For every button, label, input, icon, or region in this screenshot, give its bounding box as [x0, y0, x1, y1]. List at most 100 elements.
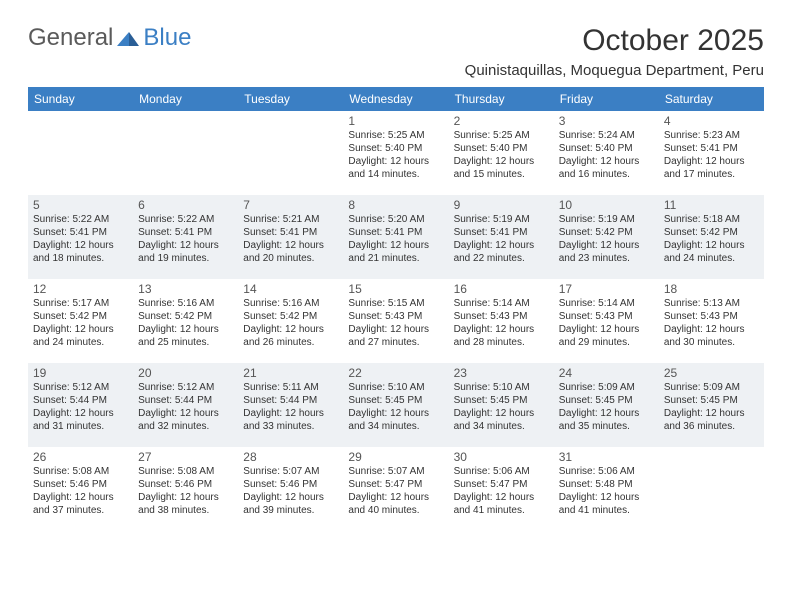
- calendar-week-row: 5Sunrise: 5:22 AMSunset: 5:41 PMDaylight…: [28, 195, 764, 279]
- calendar-day-cell: 9Sunrise: 5:19 AMSunset: 5:41 PMDaylight…: [449, 195, 554, 279]
- logo-triangle-icon: [115, 28, 141, 48]
- day-info: Sunrise: 5:21 AMSunset: 5:41 PMDaylight:…: [243, 213, 338, 265]
- day-number: 13: [138, 282, 233, 296]
- day-number: 29: [348, 450, 443, 464]
- day-info: Sunrise: 5:08 AMSunset: 5:46 PMDaylight:…: [33, 465, 128, 517]
- day-number: 12: [33, 282, 128, 296]
- calendar-day-cell: 30Sunrise: 5:06 AMSunset: 5:47 PMDayligh…: [449, 447, 554, 531]
- day-info: Sunrise: 5:17 AMSunset: 5:42 PMDaylight:…: [33, 297, 128, 349]
- calendar-table: Sunday Monday Tuesday Wednesday Thursday…: [28, 87, 764, 531]
- calendar-day-cell: 5Sunrise: 5:22 AMSunset: 5:41 PMDaylight…: [28, 195, 133, 279]
- calendar-day-cell: 27Sunrise: 5:08 AMSunset: 5:46 PMDayligh…: [133, 447, 238, 531]
- day-info: Sunrise: 5:22 AMSunset: 5:41 PMDaylight:…: [138, 213, 233, 265]
- logo-text-blue: Blue: [143, 24, 191, 52]
- calendar-day-cell: 4Sunrise: 5:23 AMSunset: 5:41 PMDaylight…: [659, 111, 764, 195]
- day-number: 1: [348, 114, 443, 128]
- day-info: Sunrise: 5:15 AMSunset: 5:43 PMDaylight:…: [348, 297, 443, 349]
- day-info: Sunrise: 5:14 AMSunset: 5:43 PMDaylight:…: [559, 297, 654, 349]
- day-info: Sunrise: 5:09 AMSunset: 5:45 PMDaylight:…: [664, 381, 759, 433]
- day-info: Sunrise: 5:07 AMSunset: 5:47 PMDaylight:…: [348, 465, 443, 517]
- day-info: Sunrise: 5:14 AMSunset: 5:43 PMDaylight:…: [454, 297, 549, 349]
- day-header: Monday: [133, 87, 238, 111]
- calendar-day-cell: 20Sunrise: 5:12 AMSunset: 5:44 PMDayligh…: [133, 363, 238, 447]
- logo-text-gray: General: [28, 24, 113, 52]
- calendar-day-cell: 29Sunrise: 5:07 AMSunset: 5:47 PMDayligh…: [343, 447, 448, 531]
- day-number: 11: [664, 198, 759, 212]
- day-number: 21: [243, 366, 338, 380]
- day-info: Sunrise: 5:19 AMSunset: 5:41 PMDaylight:…: [454, 213, 549, 265]
- day-info: Sunrise: 5:08 AMSunset: 5:46 PMDaylight:…: [138, 465, 233, 517]
- calendar-day-cell: 21Sunrise: 5:11 AMSunset: 5:44 PMDayligh…: [238, 363, 343, 447]
- calendar-day-cell: [28, 111, 133, 195]
- calendar-day-cell: 14Sunrise: 5:16 AMSunset: 5:42 PMDayligh…: [238, 279, 343, 363]
- calendar-day-cell: 22Sunrise: 5:10 AMSunset: 5:45 PMDayligh…: [343, 363, 448, 447]
- title-block: October 2025 Quinistaquillas, Moquegua D…: [465, 24, 764, 85]
- calendar-day-cell: 6Sunrise: 5:22 AMSunset: 5:41 PMDaylight…: [133, 195, 238, 279]
- calendar-week-row: 12Sunrise: 5:17 AMSunset: 5:42 PMDayligh…: [28, 279, 764, 363]
- day-number: 15: [348, 282, 443, 296]
- calendar-day-cell: 12Sunrise: 5:17 AMSunset: 5:42 PMDayligh…: [28, 279, 133, 363]
- calendar-day-cell: 18Sunrise: 5:13 AMSunset: 5:43 PMDayligh…: [659, 279, 764, 363]
- calendar-day-cell: 17Sunrise: 5:14 AMSunset: 5:43 PMDayligh…: [554, 279, 659, 363]
- calendar-week-row: 19Sunrise: 5:12 AMSunset: 5:44 PMDayligh…: [28, 363, 764, 447]
- calendar-day-cell: 2Sunrise: 5:25 AMSunset: 5:40 PMDaylight…: [449, 111, 554, 195]
- logo: General Blue: [28, 24, 191, 52]
- day-info: Sunrise: 5:09 AMSunset: 5:45 PMDaylight:…: [559, 381, 654, 433]
- day-number: 17: [559, 282, 654, 296]
- day-header-row: Sunday Monday Tuesday Wednesday Thursday…: [28, 87, 764, 111]
- day-info: Sunrise: 5:25 AMSunset: 5:40 PMDaylight:…: [454, 129, 549, 181]
- day-info: Sunrise: 5:12 AMSunset: 5:44 PMDaylight:…: [138, 381, 233, 433]
- calendar-day-cell: 1Sunrise: 5:25 AMSunset: 5:40 PMDaylight…: [343, 111, 448, 195]
- day-number: 8: [348, 198, 443, 212]
- calendar-day-cell: 3Sunrise: 5:24 AMSunset: 5:40 PMDaylight…: [554, 111, 659, 195]
- day-header: Wednesday: [343, 87, 448, 111]
- calendar-day-cell: 25Sunrise: 5:09 AMSunset: 5:45 PMDayligh…: [659, 363, 764, 447]
- day-header: Thursday: [449, 87, 554, 111]
- calendar-day-cell: [238, 111, 343, 195]
- calendar-week-row: 26Sunrise: 5:08 AMSunset: 5:46 PMDayligh…: [28, 447, 764, 531]
- day-number: 18: [664, 282, 759, 296]
- day-number: 26: [33, 450, 128, 464]
- day-info: Sunrise: 5:19 AMSunset: 5:42 PMDaylight:…: [559, 213, 654, 265]
- day-info: Sunrise: 5:11 AMSunset: 5:44 PMDaylight:…: [243, 381, 338, 433]
- day-number: 16: [454, 282, 549, 296]
- day-header: Sunday: [28, 87, 133, 111]
- day-number: 19: [33, 366, 128, 380]
- day-header: Friday: [554, 87, 659, 111]
- calendar-day-cell: [133, 111, 238, 195]
- calendar-day-cell: 26Sunrise: 5:08 AMSunset: 5:46 PMDayligh…: [28, 447, 133, 531]
- day-number: 31: [559, 450, 654, 464]
- day-info: Sunrise: 5:07 AMSunset: 5:46 PMDaylight:…: [243, 465, 338, 517]
- day-header: Tuesday: [238, 87, 343, 111]
- day-info: Sunrise: 5:06 AMSunset: 5:47 PMDaylight:…: [454, 465, 549, 517]
- day-number: 6: [138, 198, 233, 212]
- day-number: 2: [454, 114, 549, 128]
- day-info: Sunrise: 5:23 AMSunset: 5:41 PMDaylight:…: [664, 129, 759, 181]
- day-number: 20: [138, 366, 233, 380]
- day-info: Sunrise: 5:10 AMSunset: 5:45 PMDaylight:…: [348, 381, 443, 433]
- day-number: 22: [348, 366, 443, 380]
- day-info: Sunrise: 5:16 AMSunset: 5:42 PMDaylight:…: [138, 297, 233, 349]
- month-title: October 2025: [465, 24, 764, 58]
- day-number: 7: [243, 198, 338, 212]
- day-number: 23: [454, 366, 549, 380]
- calendar-day-cell: [659, 447, 764, 531]
- day-number: 30: [454, 450, 549, 464]
- calendar-day-cell: 15Sunrise: 5:15 AMSunset: 5:43 PMDayligh…: [343, 279, 448, 363]
- day-info: Sunrise: 5:10 AMSunset: 5:45 PMDaylight:…: [454, 381, 549, 433]
- day-number: 24: [559, 366, 654, 380]
- day-info: Sunrise: 5:06 AMSunset: 5:48 PMDaylight:…: [559, 465, 654, 517]
- day-info: Sunrise: 5:20 AMSunset: 5:41 PMDaylight:…: [348, 213, 443, 265]
- day-info: Sunrise: 5:22 AMSunset: 5:41 PMDaylight:…: [33, 213, 128, 265]
- calendar-day-cell: 13Sunrise: 5:16 AMSunset: 5:42 PMDayligh…: [133, 279, 238, 363]
- day-info: Sunrise: 5:25 AMSunset: 5:40 PMDaylight:…: [348, 129, 443, 181]
- day-number: 28: [243, 450, 338, 464]
- calendar-day-cell: 8Sunrise: 5:20 AMSunset: 5:41 PMDaylight…: [343, 195, 448, 279]
- calendar-day-cell: 16Sunrise: 5:14 AMSunset: 5:43 PMDayligh…: [449, 279, 554, 363]
- day-number: 5: [33, 198, 128, 212]
- day-info: Sunrise: 5:24 AMSunset: 5:40 PMDaylight:…: [559, 129, 654, 181]
- day-info: Sunrise: 5:12 AMSunset: 5:44 PMDaylight:…: [33, 381, 128, 433]
- day-number: 10: [559, 198, 654, 212]
- day-number: 14: [243, 282, 338, 296]
- location: Quinistaquillas, Moquegua Department, Pe…: [465, 62, 764, 79]
